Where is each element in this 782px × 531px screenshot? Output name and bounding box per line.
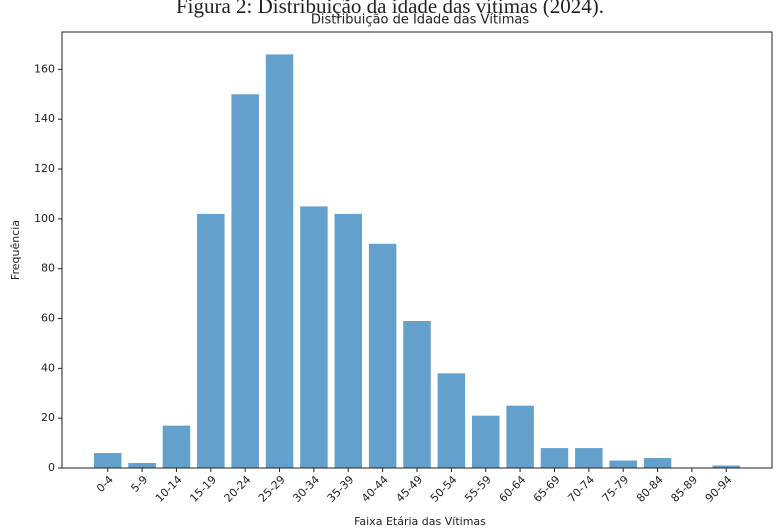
x-tick-label: 15-19 xyxy=(187,473,219,505)
bar xyxy=(609,460,637,468)
y-tick-label: 60 xyxy=(41,312,55,325)
bar xyxy=(471,415,500,468)
y-tick-label: 140 xyxy=(34,112,55,125)
y-tick-label: 120 xyxy=(34,162,55,175)
bar xyxy=(437,373,466,468)
figure-caption: Figura 2: Distribuição da idade das víti… xyxy=(176,0,604,18)
x-tick-label: 25-29 xyxy=(256,473,288,505)
bar xyxy=(334,213,363,468)
x-tick-label: 10-14 xyxy=(153,473,185,505)
y-axis-label: Frequência xyxy=(9,220,22,280)
x-tick-label: 5-9 xyxy=(128,473,150,495)
x-tick-label: 20-24 xyxy=(222,473,254,505)
x-tick-label: 75-79 xyxy=(600,473,632,505)
x-tick-label: 30-34 xyxy=(290,473,322,505)
y-tick-label: 80 xyxy=(41,262,55,275)
bar xyxy=(231,94,259,469)
x-tick-label: 35-39 xyxy=(325,473,357,505)
x-tick-label: 80-84 xyxy=(634,473,666,505)
bar xyxy=(93,453,122,468)
x-tick-label: 90-94 xyxy=(703,473,735,505)
bar xyxy=(368,243,397,468)
x-tick-label: 40-44 xyxy=(359,473,391,505)
y-tick-label: 20 xyxy=(41,411,55,424)
x-tick-label: 50-54 xyxy=(428,473,460,505)
x-tick-label: 60-64 xyxy=(497,473,529,505)
x-tick-label: 55-59 xyxy=(462,473,494,505)
bar xyxy=(712,465,741,468)
plot-frame xyxy=(61,31,773,469)
y-tick-label: 0 xyxy=(48,461,55,474)
bar xyxy=(506,405,534,468)
bar xyxy=(300,206,328,468)
bar xyxy=(540,448,569,468)
bar xyxy=(162,425,191,468)
x-axis-label: Faixa Etária das Vítimas xyxy=(354,515,486,528)
x-tick-label: 0-4 xyxy=(94,473,116,495)
x-tick-label: 45-49 xyxy=(393,473,425,505)
x-tick-label: 65-69 xyxy=(531,473,563,505)
y-tick-label: 40 xyxy=(41,361,55,374)
bar xyxy=(575,448,603,468)
y-tick-label: 100 xyxy=(34,212,55,225)
bar xyxy=(643,458,672,468)
x-tick-label: 85-89 xyxy=(668,473,700,505)
y-tick-label: 160 xyxy=(34,62,55,75)
bar xyxy=(128,463,156,468)
chart-title: Distribuição de Idade das Vítimas xyxy=(311,13,530,28)
x-tick-label: 70-74 xyxy=(565,473,597,505)
bar xyxy=(265,54,294,469)
bar xyxy=(403,321,431,468)
bar xyxy=(197,213,225,468)
